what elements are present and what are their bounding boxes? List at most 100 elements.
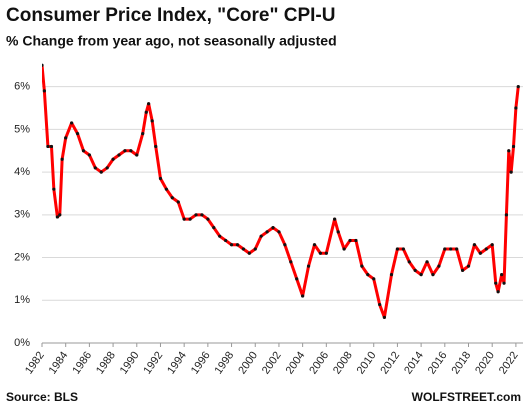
data-point: [158, 176, 163, 181]
x-tick-label: 1996: [189, 350, 213, 377]
data-point: [407, 260, 411, 264]
data-point: [507, 149, 511, 153]
data-point: [494, 281, 498, 285]
data-point: [509, 170, 513, 174]
data-point: [241, 247, 246, 251]
data-point: [235, 243, 240, 247]
data-point: [504, 213, 509, 217]
data-point: [484, 247, 488, 251]
chart-title: Consumer Price Index, "Core" CPI-U: [6, 5, 336, 26]
x-tick-label: 1990: [118, 350, 142, 377]
data-point: [455, 247, 459, 251]
data-point: [147, 102, 151, 106]
data-point: [224, 238, 228, 243]
data-point: [135, 153, 139, 157]
y-tick-label: 2%: [14, 251, 30, 263]
data-point: [389, 273, 394, 277]
y-tick-label: 6%: [14, 81, 30, 93]
data-point: [200, 213, 204, 217]
x-tick-label: 1992: [141, 350, 165, 377]
data-point: [301, 294, 305, 298]
data-point: [42, 63, 44, 67]
data-point: [295, 277, 299, 281]
data-point: [164, 187, 168, 191]
x-tick-label: 2014: [402, 350, 426, 377]
x-tick-label: 1986: [70, 350, 94, 377]
data-point: [318, 251, 323, 255]
data-point: [218, 234, 222, 238]
y-tick-label: 1%: [14, 294, 30, 306]
data-point: [93, 166, 97, 170]
data-point: [52, 187, 56, 191]
data-point: [259, 234, 263, 238]
data-point: [312, 243, 317, 247]
data-point: [478, 251, 482, 255]
data-point: [99, 170, 103, 174]
data-point: [372, 277, 376, 281]
x-tick-label: 2002: [260, 350, 284, 377]
data-point: [42, 89, 46, 93]
data-point: [395, 247, 400, 251]
data-point: [154, 144, 158, 149]
x-tick-label: 2016: [426, 350, 450, 377]
y-tick-label: 4%: [14, 166, 30, 178]
data-point: [413, 268, 417, 272]
data-point: [496, 290, 500, 294]
data-point: [206, 217, 210, 221]
data-point: [401, 247, 405, 251]
x-tick-label: 2012: [378, 350, 402, 377]
data-point: [502, 281, 506, 285]
x-tick-label: 2010: [355, 350, 379, 377]
data-point: [111, 157, 115, 161]
x-tick-label: 2008: [331, 350, 355, 377]
data-point: [123, 149, 127, 153]
data-point: [490, 243, 494, 247]
data-point: [283, 243, 287, 247]
data-point: [354, 238, 358, 243]
data-point: [366, 273, 370, 277]
data-point: [141, 132, 145, 136]
y-tick-label: 0%: [14, 337, 30, 349]
data-point: [419, 273, 423, 277]
data-point: [46, 144, 50, 149]
data-point: [360, 264, 364, 268]
data-point: [70, 121, 74, 125]
data-point: [511, 144, 516, 149]
data-point: [229, 243, 234, 247]
data-point: [460, 268, 465, 272]
data-point: [60, 157, 64, 161]
data-point: [382, 315, 386, 319]
x-tick-label: 2022: [497, 350, 521, 377]
x-tick-label: 1982: [23, 350, 47, 377]
x-tick-label: 1994: [165, 350, 189, 377]
x-tick-label: 2004: [284, 350, 308, 377]
x-tick-label: 2006: [307, 350, 331, 377]
data-point: [443, 247, 447, 251]
data-point: [342, 247, 346, 251]
data-point: [247, 251, 251, 255]
data-point: [472, 243, 477, 247]
data-point: [466, 264, 471, 268]
x-tick-label: 2020: [473, 350, 497, 377]
x-tick-label: 1984: [47, 350, 71, 377]
source: Source: BLS: [6, 390, 78, 404]
data-point: [333, 217, 337, 221]
data-point: [194, 213, 198, 217]
data-point: [271, 226, 275, 230]
data-point: [348, 238, 352, 243]
data-point: [55, 215, 60, 219]
chart-subtitle: % Change from year ago, not seasonally a…: [6, 33, 337, 49]
x-tick-label: 1988: [94, 350, 118, 377]
data-point: [170, 196, 174, 200]
data-point: [306, 264, 311, 268]
data-point: [105, 166, 109, 170]
data-point: [75, 132, 80, 136]
data-point: [516, 85, 520, 89]
data-point: [64, 136, 68, 140]
data-point: [129, 149, 133, 153]
data-point: [49, 144, 54, 149]
data-point: [150, 119, 154, 123]
data-point: [500, 273, 504, 277]
data-point: [437, 264, 441, 268]
